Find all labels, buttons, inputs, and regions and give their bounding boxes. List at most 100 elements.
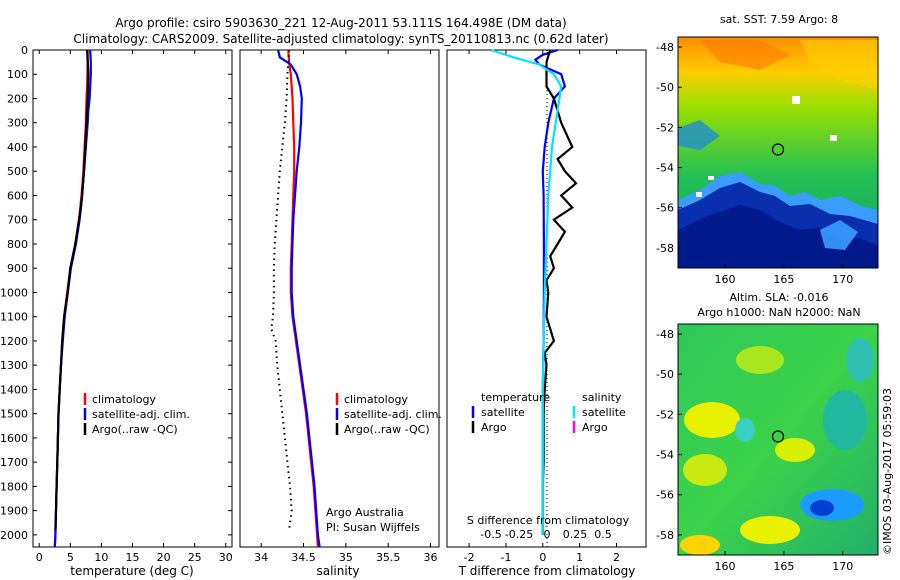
legend-label-climatology: climatology — [92, 393, 156, 406]
salinity-x-label: salinity — [316, 564, 359, 578]
depth-tick-label: 1600 — [0, 432, 28, 445]
credit-annotation-line-2: PI: Susan Wijffels — [326, 521, 420, 534]
depth-tick-label: 1100 — [0, 311, 28, 324]
map-lat-label: -52 — [656, 121, 674, 134]
legend-title-salinity: salinity — [582, 391, 622, 404]
sst-map-frame — [677, 36, 879, 269]
x-tick-label: 30 — [219, 551, 233, 564]
legend-label-satellite: satellite-adj. clim. — [92, 408, 190, 421]
sla-map-ticks: 160 165 170 -48 -50 -52 -54 -56 -58 — [656, 328, 853, 573]
depth-tick-label: 2000 — [0, 529, 28, 542]
x-tick-label: 2 — [613, 551, 620, 564]
map-lon-label: 165 — [773, 560, 794, 573]
map-lat-label: -48 — [656, 328, 674, 341]
series-line-argo-raw-qc- — [54, 49, 90, 531]
map-lon-label: 160 — [715, 560, 736, 573]
x-tick-label: 15 — [126, 551, 140, 564]
temperature-lines — [53, 49, 92, 548]
salinity-x-ticks: 34 34.5 35 35.5 36 — [254, 50, 438, 564]
depth-tick-label: 1200 — [0, 335, 28, 348]
x-tick-label: 20 — [157, 551, 171, 564]
difference-panel: -2 -1 0 1 2 -0.5 -0.25 0 0.25 0.5 T difference f… — [446, 48, 647, 578]
x-tick-label: 35.5 — [376, 551, 401, 564]
x-tick-label: -1 — [500, 551, 511, 564]
depth-tick-label: 300 — [7, 117, 28, 130]
temperature-legend: climatology satellite-adj. clim. Argo(..… — [83, 393, 190, 436]
sst-map-title: sat. SST: 7.59 Argo: 8 — [720, 13, 838, 26]
map-lat-label: -54 — [656, 162, 674, 175]
map-lat-label: -56 — [656, 489, 674, 502]
map-lon-label: 170 — [832, 560, 853, 573]
sla-map: Altim. SLA: -0.016 Argo h1000: NaN h2000… — [656, 291, 879, 573]
x-tick-label: 0 — [36, 551, 43, 564]
legend-label-argo: Argo(..raw -QC) — [344, 423, 430, 436]
depth-tick-label: 1700 — [0, 456, 28, 469]
salinity-lines — [270, 49, 321, 548]
difference-lines — [490, 48, 578, 547]
depth-tick-label: 600 — [7, 189, 28, 202]
x-tick-label: 34 — [254, 551, 268, 564]
legend-title-temperature: temperature — [481, 391, 550, 404]
x-tick-label: 25 — [188, 551, 202, 564]
argo-position-marker — [771, 143, 785, 156]
x-tick-label: 5 — [67, 551, 74, 564]
series-line-argo-raw-qc- — [270, 49, 293, 531]
argo-float-circle — [771, 430, 785, 443]
legend-label-t-satellite: satellite — [481, 406, 525, 419]
temperature-x-label: temperature (deg C) — [70, 564, 193, 578]
map-lat-label: -56 — [656, 202, 674, 215]
sla-map-frame — [677, 323, 879, 556]
series-line-satellite-adj-clim- — [277, 49, 321, 548]
series-line-satellite — [490, 48, 563, 535]
legend-label-s-argo: Argo — [582, 421, 608, 434]
depth-tick-label: 1400 — [0, 383, 28, 396]
depth-tick-label: 200 — [7, 92, 28, 105]
legend-label-satellite: satellite-adj. clim. — [344, 408, 442, 421]
temperature-axes-box — [32, 49, 233, 548]
depth-tick-label: 1500 — [0, 408, 28, 421]
x-tick-label: 1 — [576, 551, 583, 564]
legend-label-s-satellite: satellite — [582, 406, 626, 419]
salinity-panel: 34 34.5 35 35.5 36 salinity climatology sate… — [239, 49, 442, 578]
s-difference-tick-label: -0.5 — [480, 528, 501, 541]
s-difference-tick-label: 0.25 — [563, 528, 588, 541]
map-lon-label: 160 — [715, 273, 736, 286]
x-tick-label: 36 — [424, 551, 438, 564]
title-line-1: Argo profile: csiro 5903630_221 12-Aug-2… — [115, 16, 566, 30]
salinity-legend: climatology satellite-adj. clim. Argo(..… — [335, 393, 442, 436]
depth-tick-label: 500 — [7, 165, 28, 178]
legend-label-t-argo: Argo — [481, 421, 507, 434]
t-difference-x-label: T difference from climatology — [458, 564, 636, 578]
depth-tick-label: 1900 — [0, 505, 28, 518]
s-difference-tick-label: 0.5 — [594, 528, 612, 541]
difference-legend: temperature satellite Argo salinity sate… — [471, 391, 626, 434]
map-lon-label: 170 — [832, 273, 853, 286]
sst-map: sat. SST: 7.59 Argo: 8 160 165 170 -48 -50 -5… — [656, 13, 879, 286]
x-tick-label: -2 — [464, 551, 475, 564]
map-lat-label: -50 — [656, 81, 674, 94]
sla-map-title-1: Altim. SLA: -0.016 — [729, 291, 828, 304]
x-tick-label: 35 — [339, 551, 353, 564]
depth-tick-label: 0 — [21, 44, 28, 57]
t-difference-x-ticks: -2 -1 0 1 2 — [464, 50, 620, 564]
legend-label-argo: Argo(..raw -QC) — [92, 423, 178, 436]
sst-map-ticks: 160 165 170 -48 -50 -52 -54 -56 -58 — [656, 41, 853, 286]
depth-tick-label: 100 — [7, 68, 28, 81]
salinity-axes-box — [239, 49, 440, 548]
s-difference-tick-label: -0.25 — [505, 528, 533, 541]
sla-map-title-2: Argo h1000: NaN h2000: NaN — [697, 306, 860, 319]
map-lat-label: -52 — [656, 408, 674, 421]
legend-label-climatology: climatology — [344, 393, 408, 406]
imos-credit: ©IMOS 03-Aug-2017 05:59:03 — [881, 388, 894, 555]
temperature-panel: 0100200300400500600700800900100011001200… — [0, 44, 646, 578]
map-lat-label: -50 — [656, 368, 674, 381]
depth-tick-label: 700 — [7, 214, 28, 227]
map-lon-label: 165 — [773, 273, 794, 286]
x-tick-label: 10 — [94, 551, 108, 564]
depth-tick-label: 800 — [7, 238, 28, 251]
depth-tick-label: 1000 — [0, 286, 28, 299]
s-difference-label: S difference from climatology — [467, 514, 630, 527]
argo-position-marker — [771, 430, 785, 443]
map-lat-label: -58 — [656, 529, 674, 542]
